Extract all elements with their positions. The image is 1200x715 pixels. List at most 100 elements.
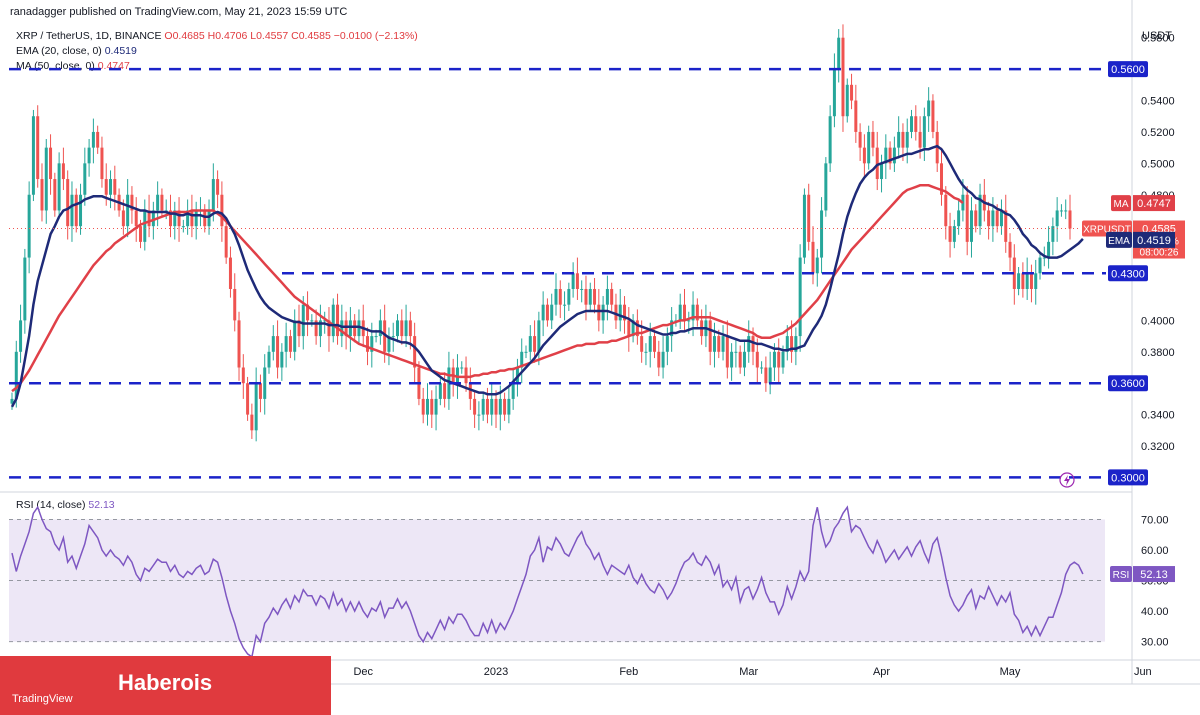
candle-body	[246, 383, 250, 415]
candle-body	[241, 367, 245, 384]
level-tag-label: 0.3600	[1111, 378, 1145, 390]
rsi-axis-badge-label: RSI	[1113, 570, 1130, 581]
candle-body	[832, 69, 836, 117]
candle-body	[31, 116, 35, 195]
candle-body	[939, 163, 943, 195]
candle-body	[147, 210, 151, 227]
tradingview-logo[interactable]: TradingView	[12, 693, 73, 705]
ema-legend-label: EMA (20, close, 0)	[16, 45, 102, 57]
ema-value-tag	[1133, 231, 1175, 248]
candle-body	[798, 257, 802, 337]
candle-body	[811, 241, 815, 274]
candle-body	[665, 336, 669, 352]
candle-body	[370, 336, 374, 352]
candle-body	[533, 336, 537, 352]
candle-body	[314, 320, 318, 337]
level-tag-label: 0.5600	[1111, 64, 1145, 76]
candle-body	[194, 210, 198, 227]
candles	[10, 24, 1072, 442]
candle-body	[575, 273, 579, 289]
candle-body	[999, 210, 1003, 227]
candle-body	[901, 131, 905, 148]
candle-body	[588, 288, 592, 305]
ohlc-values: O0.4685 H0.4706 L0.4557 C0.4585 −0.0100 …	[164, 30, 418, 42]
candle-body	[1059, 210, 1063, 212]
candle-body	[875, 147, 879, 180]
candle-body	[40, 179, 44, 211]
candle-body	[276, 336, 280, 368]
candle-body	[74, 194, 78, 227]
candle-body	[991, 210, 995, 227]
candle-body	[815, 257, 819, 274]
candle-body	[897, 131, 901, 148]
candle-body	[858, 131, 862, 148]
candle-body	[965, 194, 969, 242]
candle-body	[353, 320, 357, 337]
rsi-legend-label: RSI (14, close)	[16, 499, 86, 511]
candle-body	[550, 304, 554, 321]
candle-body	[301, 304, 305, 337]
price-axis-currency: USDT	[1142, 30, 1172, 42]
candle-body	[563, 304, 567, 306]
candle-body	[181, 226, 185, 228]
rsi-legend[interactable]: RSI (14, close) 52.13	[16, 499, 115, 511]
rsi-line	[11, 505, 1084, 659]
flash-icon	[1059, 472, 1075, 488]
candle-body	[207, 210, 211, 227]
candle-body	[987, 210, 991, 227]
candle-body	[584, 288, 588, 305]
candle-body	[477, 414, 481, 416]
candle-body	[1038, 257, 1042, 274]
candle-body	[511, 383, 515, 399]
symbol-legend: XRP / TetherUS, 1D, BINANCE O0.4685 H0.4…	[16, 30, 418, 42]
level-tag-label: 0.3000	[1111, 472, 1145, 484]
candle-body	[468, 383, 472, 399]
price-tick-label: 0.5400	[1141, 96, 1175, 108]
candle-body	[708, 320, 712, 352]
candle-body	[87, 147, 91, 164]
candle-body	[944, 194, 948, 227]
candle-body	[134, 210, 138, 227]
candle-body	[1034, 273, 1038, 289]
candle-body	[447, 367, 451, 399]
candle-body	[841, 37, 845, 117]
level-tag	[1108, 469, 1148, 486]
candle-body	[464, 367, 468, 384]
candle-body	[969, 210, 973, 242]
candle-body	[113, 179, 117, 195]
candle-body	[336, 304, 340, 337]
candle-body	[1029, 273, 1033, 289]
candle-body	[396, 320, 400, 337]
ma-legend-value: 0.4747	[97, 60, 130, 72]
candle-body	[130, 194, 134, 211]
candle-body	[36, 116, 40, 180]
candle-body	[254, 383, 258, 431]
price-tick-label: 0.5000	[1141, 158, 1175, 170]
ema-legend[interactable]: EMA (20, close, 0) 0.4519	[16, 45, 137, 57]
symbol-name[interactable]: XRP / TetherUS, 1D, BINANCE	[16, 30, 162, 42]
candle-body	[485, 398, 489, 415]
level-tag	[1108, 265, 1148, 282]
candle-body	[421, 398, 425, 415]
candle-body	[387, 336, 391, 352]
time-tick-label: 2023	[484, 666, 508, 678]
candle-body	[623, 304, 627, 321]
candle-body	[139, 226, 143, 242]
candle-body	[892, 147, 896, 164]
candle-body	[404, 320, 408, 337]
candle-body	[250, 414, 254, 431]
candle-body	[357, 320, 361, 337]
candle-body	[1017, 273, 1021, 289]
candle-body	[974, 210, 978, 227]
candle-body	[233, 288, 237, 321]
candle-body	[747, 336, 751, 352]
candle-body	[66, 179, 70, 227]
candle-body	[738, 351, 742, 368]
candle-body	[408, 320, 412, 337]
candle-body	[807, 194, 811, 242]
candle-body	[27, 194, 31, 258]
candle-body	[884, 147, 888, 164]
candle-body	[216, 179, 220, 195]
candle-body	[730, 351, 734, 368]
